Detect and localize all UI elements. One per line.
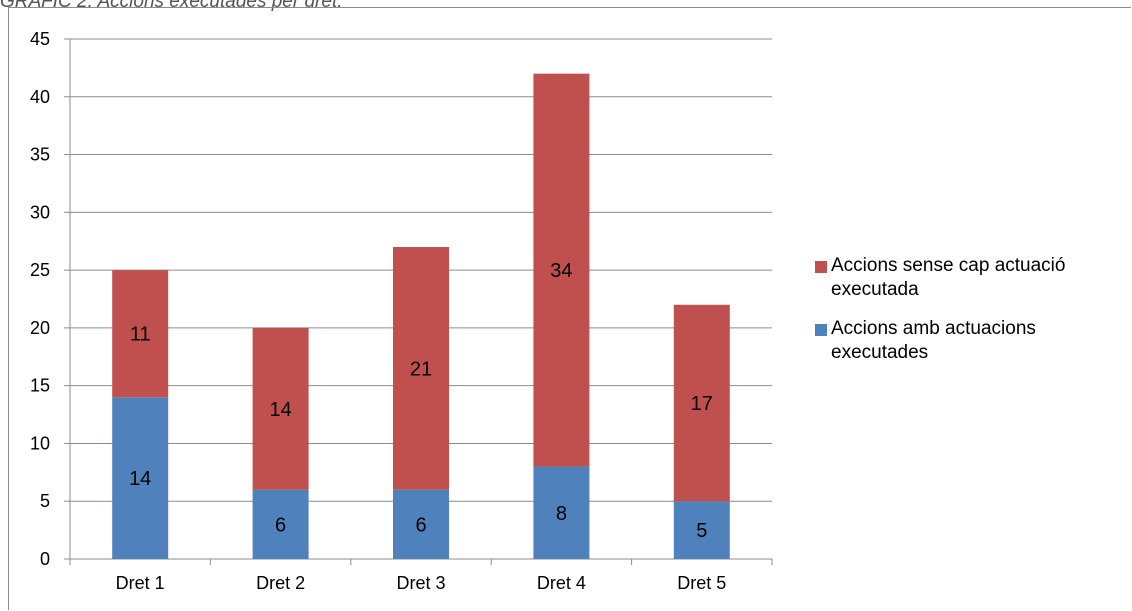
y-tick-label-20: 20 — [30, 318, 50, 338]
data-label-with-actions-1: 14 — [129, 468, 151, 490]
y-tick-label-35: 35 — [30, 145, 50, 165]
legend-swatch-no-actions — [815, 261, 827, 273]
data-label-no-actions-4: 34 — [550, 260, 572, 282]
data-label-with-actions-3: 6 — [415, 514, 426, 536]
data-label-no-actions-5: 17 — [691, 393, 713, 415]
legend-item-with-actions: Accions amb actuacions executades — [815, 317, 1125, 365]
bar-no-actions-3 — [393, 247, 449, 490]
data-label-no-actions-1: 11 — [130, 324, 151, 346]
legend-label-with-actions: Accions amb actuacions executades — [831, 318, 1036, 363]
data-label-with-actions-4: 8 — [556, 503, 567, 525]
bar-with-actions-5 — [673, 501, 730, 559]
bar-with-actions-3 — [393, 489, 449, 559]
data-label-no-actions-2: 14 — [269, 399, 291, 421]
data-label-no-actions-3: 21 — [410, 358, 432, 380]
bar-with-actions-1 — [112, 397, 169, 559]
bar-no-actions-4 — [533, 73, 590, 467]
x-tick-label-2: Dret 2 — [256, 573, 305, 593]
bar-with-actions-4 — [533, 466, 590, 559]
bar-with-actions-2 — [252, 489, 309, 559]
bar-no-actions-5 — [673, 304, 730, 502]
x-tick-label-5: Dret 5 — [677, 573, 726, 593]
legend: Accions sense cap actuació executada Acc… — [815, 254, 1125, 380]
x-tick-label-3: Dret 3 — [396, 573, 445, 593]
data-label-with-actions-2: 6 — [275, 514, 286, 536]
y-tick-label-40: 40 — [30, 87, 50, 107]
data-label-with-actions-5: 5 — [696, 520, 707, 542]
y-tick-label-25: 25 — [30, 260, 50, 280]
legend-swatch-with-actions — [815, 324, 827, 336]
chart-title: GRÀFIC 2. Accions executades per dret. — [0, 0, 343, 12]
y-tick-label-0: 0 — [40, 549, 50, 569]
x-tick-label-4: Dret 4 — [537, 573, 586, 593]
y-tick-label-30: 30 — [30, 202, 50, 222]
x-tick-label-1: Dret 1 — [116, 573, 165, 593]
bar-no-actions-1 — [112, 270, 169, 398]
y-tick-label-5: 5 — [40, 491, 50, 511]
legend-item-no-actions: Accions sense cap actuació executada — [815, 254, 1125, 302]
legend-label-no-actions: Accions sense cap actuació executada — [831, 255, 1066, 300]
y-tick-label-45: 45 — [30, 29, 50, 49]
y-tick-label-10: 10 — [30, 433, 50, 453]
chart-frame — [8, 7, 1131, 610]
bar-no-actions-2 — [252, 327, 309, 490]
y-tick-label-15: 15 — [30, 376, 50, 396]
